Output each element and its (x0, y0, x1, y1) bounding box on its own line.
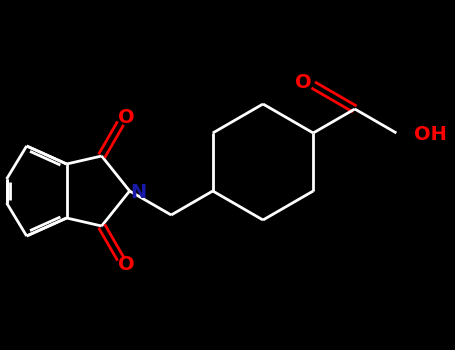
Text: N: N (131, 182, 147, 202)
Text: OH: OH (415, 126, 447, 145)
Text: O: O (118, 256, 135, 274)
Text: O: O (295, 74, 312, 92)
Text: O: O (118, 107, 135, 127)
